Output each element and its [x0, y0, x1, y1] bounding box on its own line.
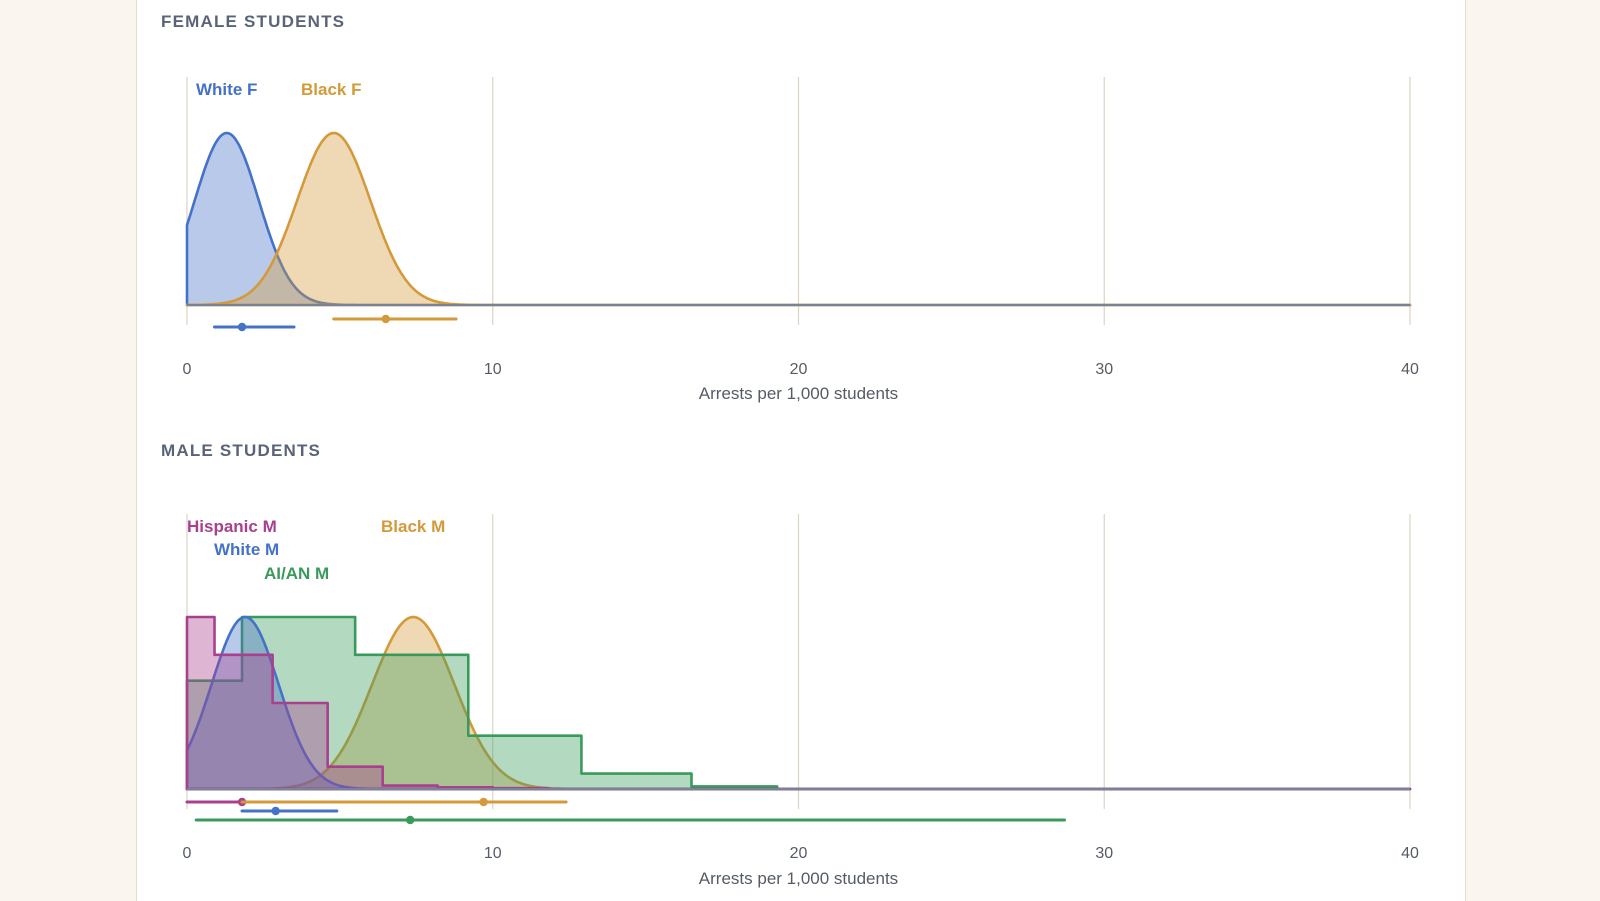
tick-label-20: 20	[790, 845, 808, 862]
male-section-title: MALE STUDENTS	[161, 441, 322, 460]
black-f-interval-point	[381, 314, 390, 324]
tick-label-0: 0	[183, 361, 192, 378]
grid-lines	[186, 77, 1411, 325]
male-panel: Hispanic M White M AI/AN M Black M 0 10 20 30 40…	[183, 514, 1419, 888]
tick-label-10: 10	[484, 361, 502, 378]
white-f-label: White F	[196, 80, 257, 99]
ai-an-m-interval	[194, 815, 1067, 825]
female-panel: White F Black F 0 10 20 30 40 Arrests per 1,000…	[183, 77, 1419, 403]
female-section-title: FEMALE STUDENTS	[161, 12, 346, 31]
tick-label-30: 30	[1095, 845, 1113, 862]
white-m-interval	[240, 806, 339, 816]
x-axis-title: Arrests per 1,000 students	[699, 869, 898, 888]
black-m-interval	[240, 797, 568, 807]
hispanic-m-label: Hispanic M	[187, 517, 277, 536]
chart-card: FEMALE STUDENTS MALE STUDENTS	[136, 0, 1466, 901]
black-m-interval-point	[479, 797, 488, 807]
tick-label-30: 30	[1095, 361, 1113, 378]
tick-label-0: 0	[183, 845, 192, 862]
tick-label-10: 10	[484, 845, 502, 862]
ai-an-m-label: AI/AN M	[264, 564, 329, 583]
tick-label-40: 40	[1401, 845, 1419, 862]
tick-label-20: 20	[790, 361, 808, 378]
tick-label-40: 40	[1401, 361, 1419, 378]
black-m-label: Black M	[381, 517, 445, 536]
ai-an-m-interval-point	[405, 815, 415, 825]
white-m-interval-point	[271, 806, 280, 816]
white-f-interval-point	[237, 322, 247, 332]
black-f-label: Black F	[301, 80, 361, 99]
white-m-label: White M	[214, 540, 279, 559]
x-axis-title: Arrests per 1,000 students	[699, 384, 898, 403]
black-f-interval	[332, 314, 458, 324]
white-f-interval	[213, 322, 296, 332]
